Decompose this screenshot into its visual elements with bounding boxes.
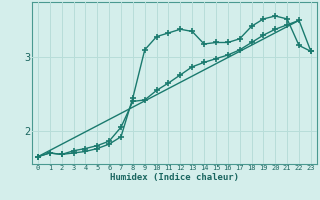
X-axis label: Humidex (Indice chaleur): Humidex (Indice chaleur)	[110, 173, 239, 182]
